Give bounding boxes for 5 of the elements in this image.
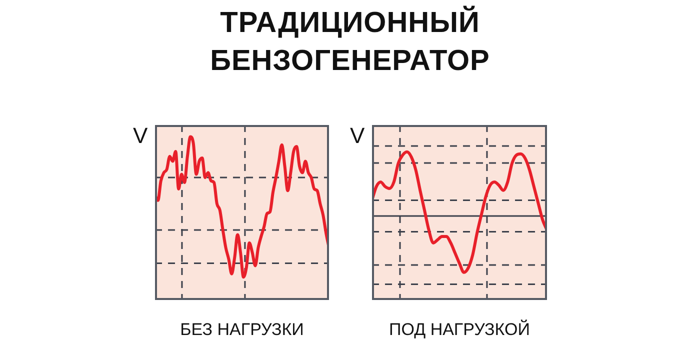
x-axis-title: БЕЗ НАГРУЗКИ	[179, 320, 305, 340]
x-axis-title: ПОД НАГРУЗКОЙ	[388, 320, 531, 340]
y-axis-title: V	[350, 123, 365, 149]
y-axis-title: V	[133, 123, 148, 149]
chart-title: ТРАДИЦИОННЫЙ БЕНЗОГЕНЕРАТОР	[209, 4, 491, 79]
